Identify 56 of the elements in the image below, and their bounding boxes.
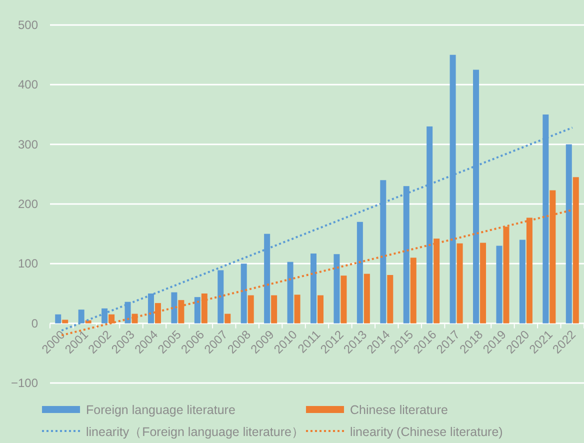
bar xyxy=(403,186,410,324)
bar xyxy=(572,177,579,324)
y-tick-label: 200 xyxy=(18,197,38,211)
bar xyxy=(410,258,416,324)
bar xyxy=(62,320,68,324)
bar xyxy=(496,246,502,324)
bar xyxy=(271,295,278,324)
bar xyxy=(240,264,247,324)
bar xyxy=(310,254,316,324)
y-tick-label: 300 xyxy=(18,137,38,152)
bar xyxy=(450,54,456,324)
bar xyxy=(550,190,556,324)
y-tick-label: −100 xyxy=(10,376,38,390)
bar xyxy=(519,240,526,324)
bar xyxy=(294,294,300,324)
bar xyxy=(542,114,549,324)
bar xyxy=(526,218,532,324)
bar xyxy=(218,270,224,324)
bar xyxy=(356,222,363,324)
bar xyxy=(426,126,433,324)
bar xyxy=(194,297,200,324)
bar xyxy=(264,234,270,324)
bar xyxy=(340,276,347,324)
bar xyxy=(248,295,254,324)
bar xyxy=(124,302,131,324)
legend-label: linearity (Chinese literature) xyxy=(350,425,503,439)
bar xyxy=(154,303,161,324)
bar xyxy=(503,226,510,324)
bar xyxy=(380,180,386,324)
bar xyxy=(178,300,184,324)
y-tick-label: 100 xyxy=(18,256,38,271)
legend-label: Foreign language literature xyxy=(86,403,236,417)
bar xyxy=(85,320,92,324)
bar xyxy=(201,294,208,324)
bar xyxy=(287,262,294,324)
legend-label: linearity（Foreign language literature） xyxy=(86,425,304,439)
y-tick-label: 400 xyxy=(18,78,38,92)
bar xyxy=(364,274,370,324)
bar xyxy=(334,254,340,324)
bar xyxy=(456,243,463,324)
bar xyxy=(224,314,231,324)
bar xyxy=(148,294,154,324)
bar xyxy=(434,238,440,324)
bar xyxy=(171,292,178,324)
bar xyxy=(387,275,394,324)
bar xyxy=(473,70,480,324)
bar xyxy=(566,144,572,324)
legend-label: Chinese literature xyxy=(350,403,448,417)
bar xyxy=(78,310,84,324)
y-tick-label: 500 xyxy=(18,18,38,32)
bar xyxy=(318,295,324,324)
bar xyxy=(102,308,108,324)
y-tick-label: 0 xyxy=(31,316,38,330)
bar xyxy=(108,314,115,324)
bar xyxy=(55,314,62,324)
bar xyxy=(480,242,486,324)
